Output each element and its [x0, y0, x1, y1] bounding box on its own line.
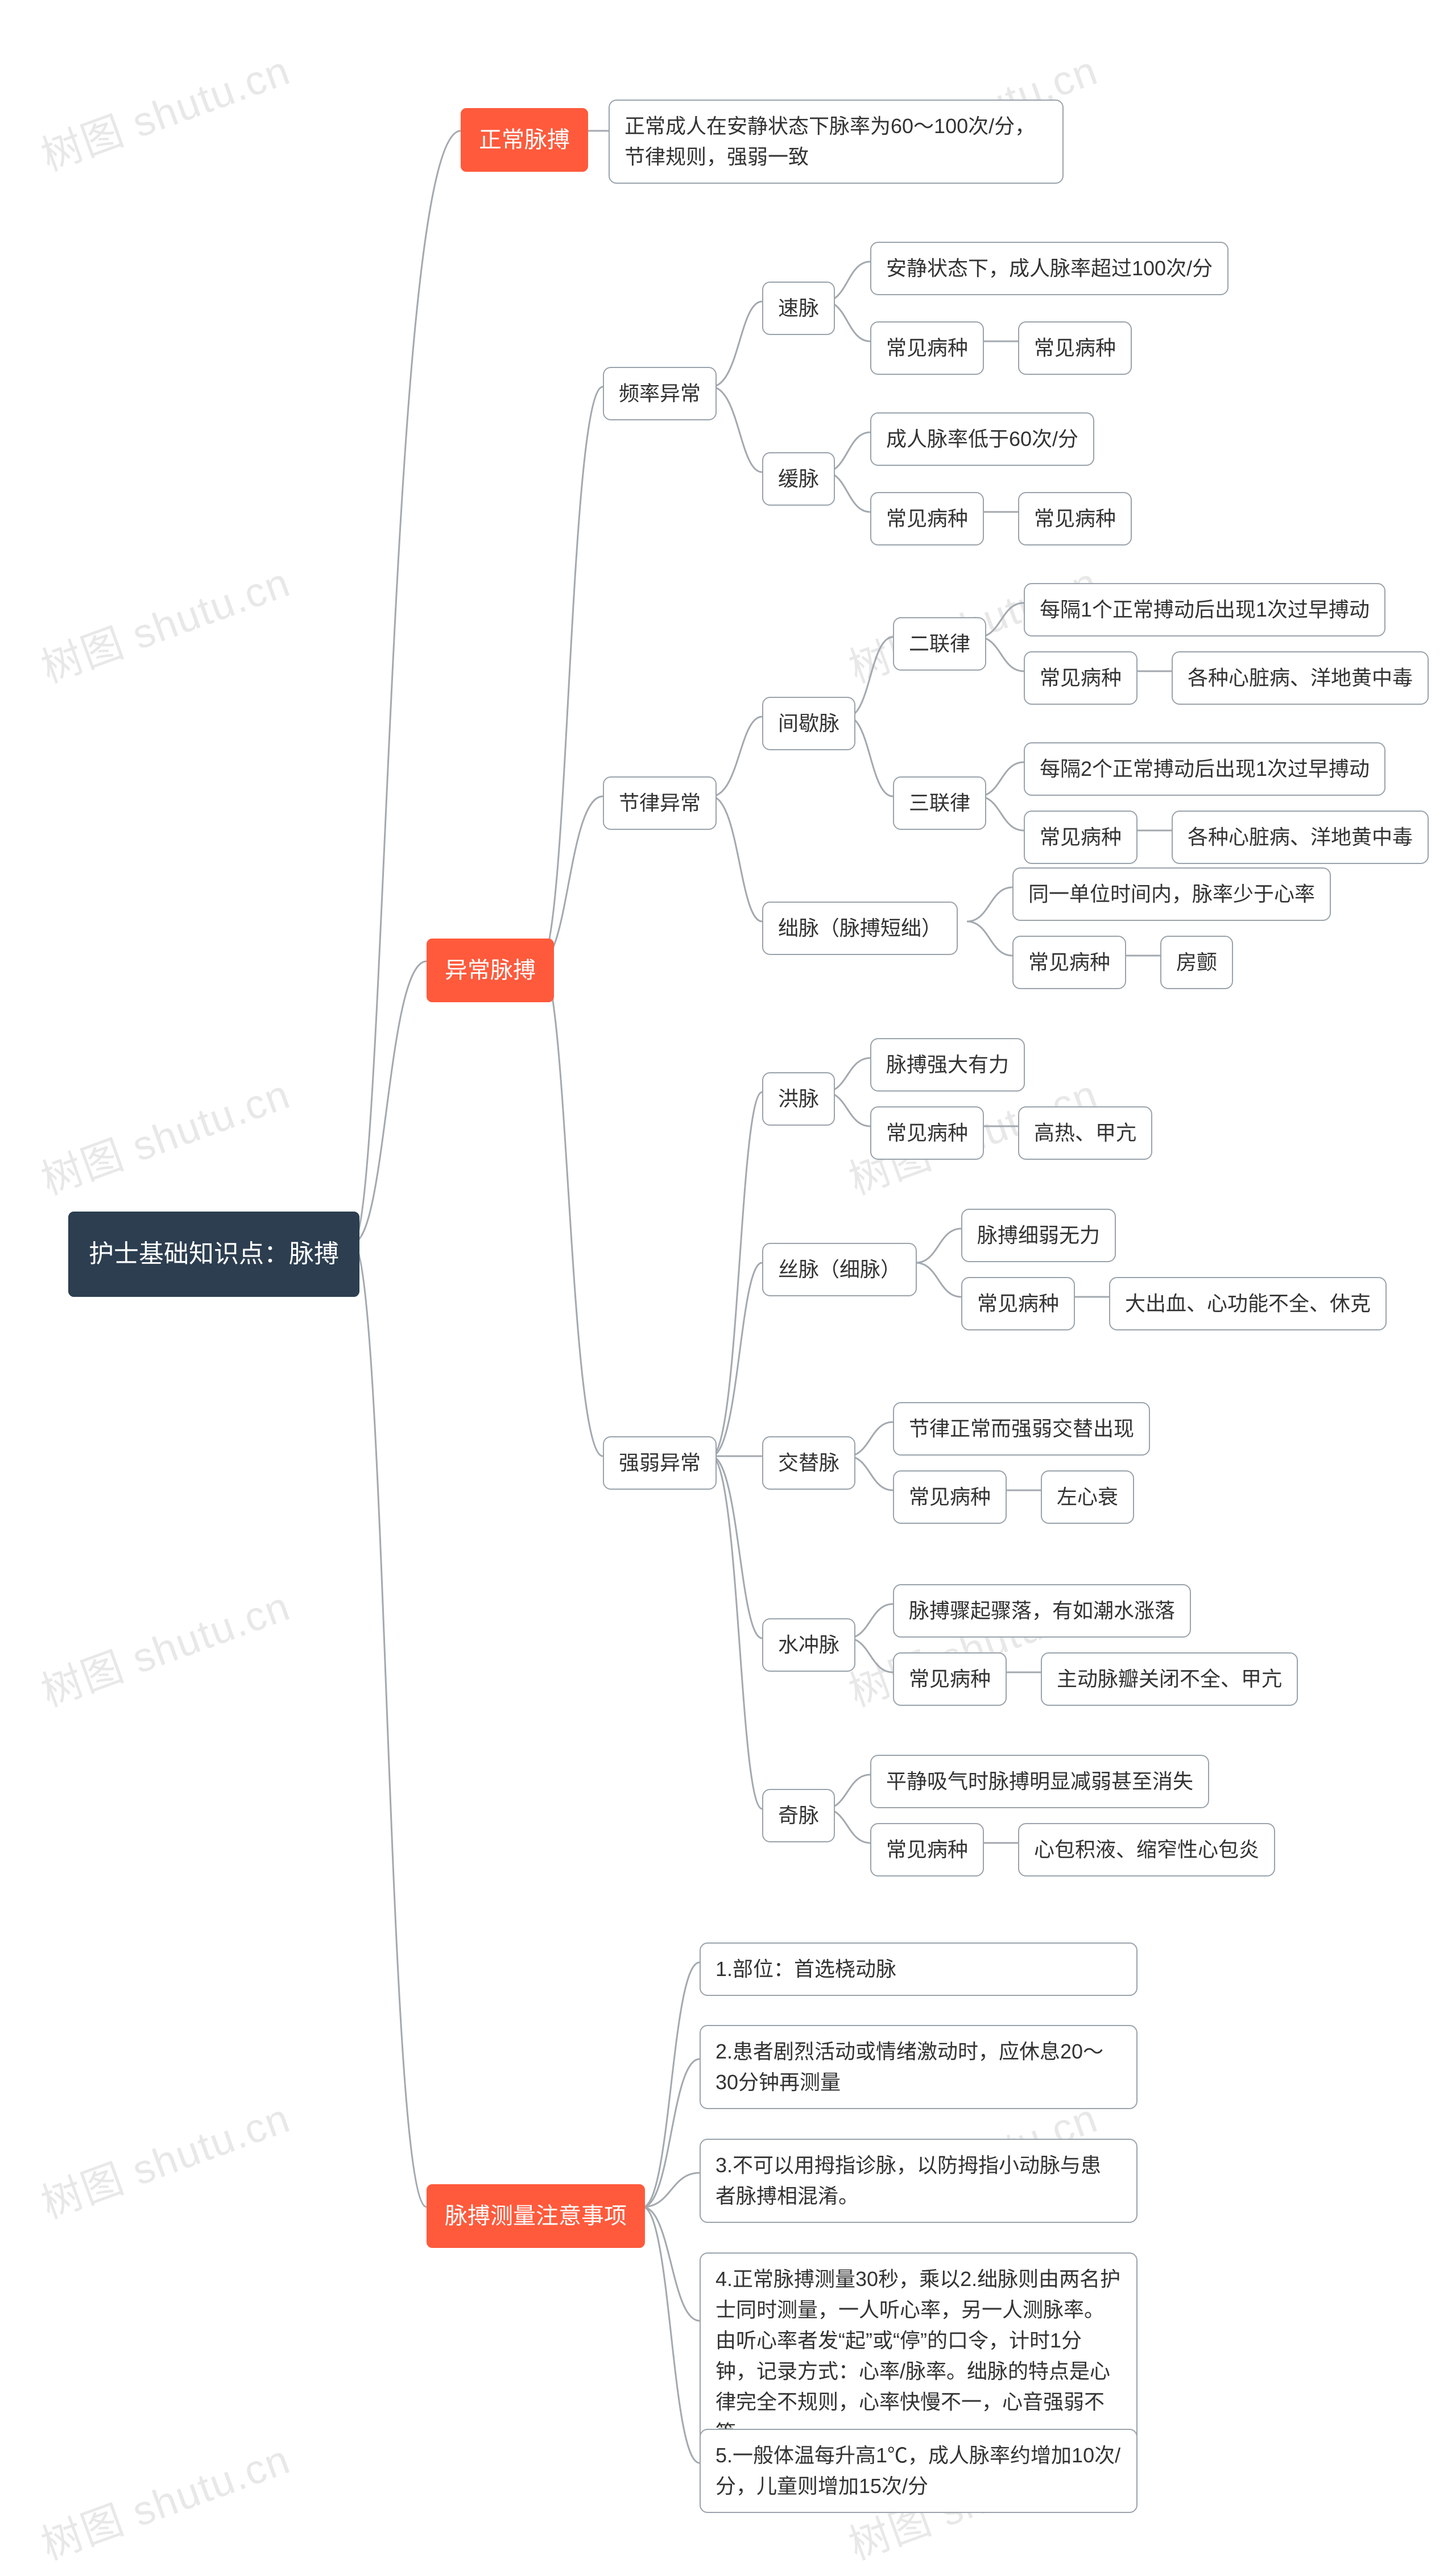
bigeminy: 二联律 [893, 617, 986, 671]
rhythm-category: 节律异常 [603, 776, 717, 830]
normal-pulse-label: 正常脉搏 [479, 127, 570, 152]
deficit-disease-value: 房颤 [1160, 936, 1233, 989]
thready-pulse: 丝脉（细脉） [762, 1243, 917, 1296]
normal-pulse-node: 正常脉搏 [461, 108, 588, 172]
bounding-pulse: 洪脉 [762, 1072, 835, 1126]
root-label: 护士基础知识点：脉搏 [89, 1240, 339, 1268]
watermark: 树图 shutu.cn [32, 549, 297, 694]
measurement-item-5: 5.一般体温每升高1℃，成人脉率约增加10次/分，儿童则增加15次/分 [700, 2429, 1138, 2513]
trigeminy: 三联律 [893, 776, 986, 830]
alternans-disease-label: 常见病种 [893, 1470, 1007, 1524]
alternans-disease-value: 左心衰 [1041, 1470, 1134, 1524]
thready-desc: 脉搏细弱无力 [961, 1209, 1116, 1262]
bounding-desc: 脉搏强大有力 [870, 1038, 1025, 1092]
watermark: 树图 shutu.cn [32, 1573, 297, 1718]
waterhammer-pulse: 水冲脉 [762, 1618, 855, 1672]
thready-disease-label: 常见病种 [961, 1277, 1075, 1330]
abnormal-pulse-label: 异常脉搏 [445, 958, 536, 983]
rate-category: 频率异常 [603, 367, 717, 420]
deficit-pulse: 绌脉（脉搏短绌） [762, 902, 958, 955]
strength-category: 强弱异常 [603, 1436, 717, 1490]
deficit-disease-label: 常见病种 [1012, 936, 1126, 989]
bigeminy-desc: 每隔1个正常搏动后出现1次过早搏动 [1024, 583, 1385, 636]
paradoxical-disease-label: 常见病种 [870, 1823, 984, 1876]
bigeminy-disease-label: 常见病种 [1024, 651, 1138, 705]
watermark: 树图 shutu.cn [32, 37, 297, 182]
waterhammer-desc: 脉搏骤起骤落，有如潮水涨落 [893, 1584, 1191, 1638]
paradoxical-pulse: 奇脉 [762, 1789, 835, 1842]
fast-pulse-disease-value: 常见病种 [1018, 321, 1132, 375]
slow-pulse-disease-value: 常见病种 [1018, 492, 1132, 545]
measurement-node: 脉搏测量注意事项 [427, 2184, 645, 2248]
watermark: 树图 shutu.cn [32, 1061, 297, 1206]
intermittent-pulse: 间歇脉 [762, 697, 855, 750]
waterhammer-disease-value: 主动脉瓣关闭不全、甲亢 [1041, 1652, 1298, 1706]
root-node: 护士基础知识点：脉搏 [68, 1212, 359, 1297]
slow-pulse-disease-label: 常见病种 [870, 492, 984, 545]
normal-pulse-desc: 正常成人在安静状态下脉率为60～100次/分，节律规则，强弱一致 [609, 100, 1064, 184]
slow-pulse-desc: 成人脉率低于60次/分 [870, 412, 1094, 466]
slow-pulse: 缓脉 [762, 452, 835, 506]
measurement-item-3: 3.不可以用拇指诊脉，以防拇指小动脉与患者脉搏相混淆。 [700, 2139, 1138, 2223]
paradoxical-desc: 平静吸气时脉搏明显减弱甚至消失 [870, 1755, 1209, 1808]
measurement-item-2: 2.患者剧烈活动或情绪激动时，应休息20～30分钟再测量 [700, 2025, 1138, 2109]
bigeminy-disease-value: 各种心脏病、洋地黄中毒 [1172, 651, 1429, 705]
fast-pulse-desc: 安静状态下，成人脉率超过100次/分 [870, 242, 1228, 295]
alternans-pulse: 交替脉 [762, 1436, 855, 1490]
abnormal-pulse-node: 异常脉搏 [427, 939, 554, 1002]
watermark: 树图 shutu.cn [32, 2085, 297, 2230]
trigeminy-disease-label: 常见病种 [1024, 811, 1138, 864]
trigeminy-desc: 每隔2个正常搏动后出现1次过早搏动 [1024, 742, 1385, 796]
bounding-disease-value: 高热、甲亢 [1018, 1106, 1152, 1160]
waterhammer-disease-label: 常见病种 [893, 1652, 1007, 1706]
fast-pulse: 速脉 [762, 282, 835, 335]
paradoxical-disease-value: 心包积液、缩窄性心包炎 [1018, 1823, 1275, 1876]
measurement-item-1: 1.部位：首选桡动脉 [700, 1942, 1138, 1996]
fast-pulse-disease-label: 常见病种 [870, 321, 984, 375]
measurement-label: 脉搏测量注意事项 [445, 2204, 627, 2229]
alternans-desc: 节律正常而强弱交替出现 [893, 1402, 1150, 1456]
bounding-disease-label: 常见病种 [870, 1106, 984, 1160]
deficit-desc: 同一单位时间内，脉率少于心率 [1012, 867, 1331, 921]
trigeminy-disease-value: 各种心脏病、洋地黄中毒 [1172, 811, 1429, 864]
thready-disease-value: 大出血、心功能不全、休克 [1109, 1277, 1387, 1330]
watermark: 树图 shutu.cn [32, 2426, 297, 2571]
